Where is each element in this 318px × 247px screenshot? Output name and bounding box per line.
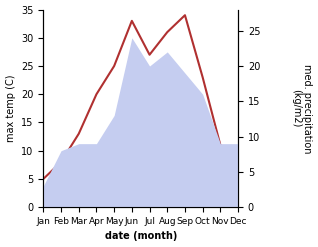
Y-axis label: med. precipitation
(kg/m2): med. precipitation (kg/m2) [291, 64, 313, 153]
X-axis label: date (month): date (month) [105, 231, 177, 242]
Y-axis label: max temp (C): max temp (C) [5, 75, 16, 142]
